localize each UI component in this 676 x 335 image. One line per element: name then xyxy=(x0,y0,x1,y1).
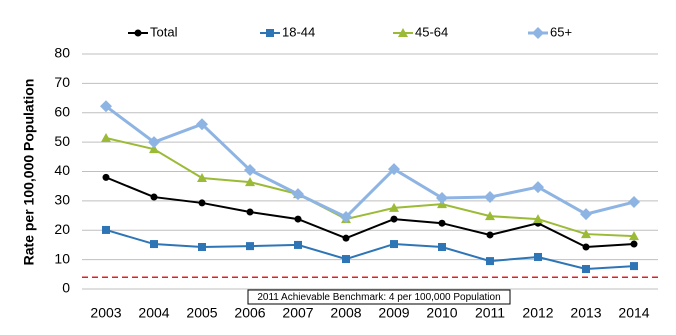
y-tick-label: 0 xyxy=(62,280,70,296)
y-tick-label: 70 xyxy=(54,74,70,90)
marker xyxy=(580,208,592,221)
marker xyxy=(245,177,255,187)
x-tick-label: 2013 xyxy=(570,305,601,321)
marker xyxy=(485,211,495,221)
y-tick-label: 10 xyxy=(54,250,70,266)
series-line xyxy=(105,228,635,271)
marker xyxy=(198,199,206,207)
y-tick-label: 50 xyxy=(54,133,70,149)
marker xyxy=(342,255,350,264)
marker xyxy=(486,257,494,266)
series-line xyxy=(105,137,635,238)
legend-label: 65+ xyxy=(550,24,572,39)
marker xyxy=(389,202,399,212)
legend-label: 18-44 xyxy=(282,24,315,39)
x-tick-label: 2011 xyxy=(475,305,505,321)
legend-marker xyxy=(398,28,408,37)
marker xyxy=(150,193,158,201)
y-tick-label: 60 xyxy=(54,103,70,119)
marker xyxy=(388,163,400,176)
legend-marker xyxy=(532,27,544,39)
marker xyxy=(438,242,446,251)
legend-label: Total xyxy=(150,24,178,39)
marker xyxy=(244,164,256,177)
marker xyxy=(198,242,206,251)
series-line xyxy=(105,105,635,219)
marker xyxy=(629,231,639,241)
marker xyxy=(246,208,254,216)
marker xyxy=(102,225,110,234)
marker xyxy=(101,133,111,143)
marker xyxy=(294,215,302,223)
marker xyxy=(294,240,302,249)
marker xyxy=(484,191,496,204)
x-tick-label: 2014 xyxy=(618,305,649,321)
marker xyxy=(390,240,398,249)
y-axis-title: Rate per 100,000 Population xyxy=(21,79,37,266)
marker xyxy=(581,229,591,239)
x-tick-label: 2004 xyxy=(138,305,169,321)
benchmark-label: 2011 Achievable Benchmark: 4 per 100,000… xyxy=(257,292,500,303)
series-line xyxy=(105,176,635,249)
marker xyxy=(390,215,398,223)
y-tick-label: 40 xyxy=(54,162,70,178)
marker xyxy=(102,173,110,181)
marker xyxy=(436,191,448,204)
marker xyxy=(197,172,207,182)
marker xyxy=(630,240,638,248)
marker xyxy=(438,219,446,227)
legend-marker xyxy=(266,29,274,37)
marker xyxy=(628,196,640,209)
marker xyxy=(149,144,159,154)
marker xyxy=(486,231,494,239)
marker xyxy=(100,100,112,113)
marker xyxy=(342,234,350,242)
legend-label: 45-64 xyxy=(415,24,448,39)
x-tick-label: 2003 xyxy=(90,305,121,321)
x-tick-label: 2010 xyxy=(426,305,457,321)
x-tick-label: 2006 xyxy=(234,305,265,321)
marker xyxy=(292,188,304,201)
x-tick-label: 2009 xyxy=(378,305,409,321)
marker xyxy=(630,262,638,271)
benchmark-box xyxy=(247,289,511,305)
marker xyxy=(148,136,160,149)
marker xyxy=(340,211,352,224)
x-tick-label: 2007 xyxy=(282,305,313,321)
marker xyxy=(534,252,542,261)
marker xyxy=(246,242,254,251)
x-tick-label: 2008 xyxy=(330,305,361,321)
y-tick-label: 80 xyxy=(54,45,70,61)
legend-marker xyxy=(134,29,142,37)
marker xyxy=(533,214,543,224)
marker xyxy=(582,243,590,251)
y-tick-label: 20 xyxy=(54,221,70,237)
marker xyxy=(532,181,544,194)
marker xyxy=(582,265,590,274)
x-tick-label: 2005 xyxy=(186,305,217,321)
x-tick-label: 2012 xyxy=(522,305,553,321)
y-tick-label: 30 xyxy=(54,192,70,208)
marker xyxy=(196,118,208,131)
marker xyxy=(150,240,158,249)
